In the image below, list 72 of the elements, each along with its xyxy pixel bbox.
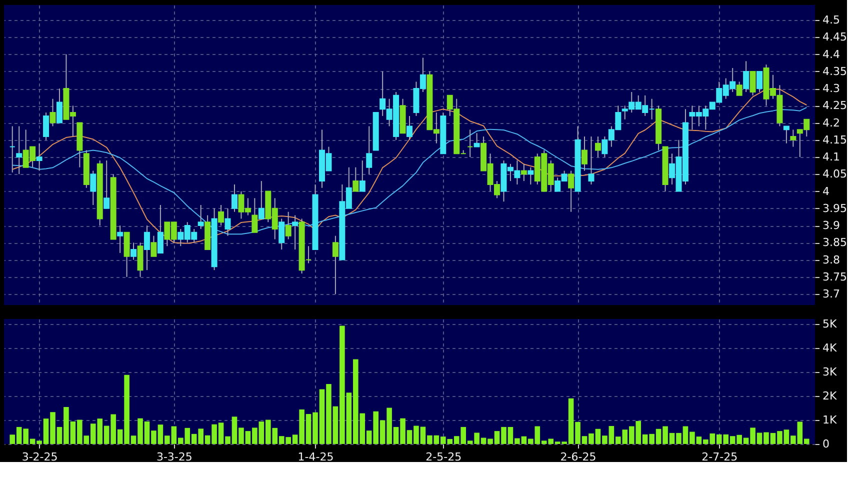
y-tick-label: 4.45: [822, 30, 847, 44]
candlestick: [198, 204, 204, 230]
candlestick: [352, 166, 359, 192]
candlestick: [124, 232, 130, 278]
candlestick: [157, 204, 164, 254]
candlestick: [736, 81, 742, 96]
candlestick: [783, 126, 790, 144]
x-tick-label: 3-2-25: [22, 450, 58, 464]
candlestick: [9, 126, 16, 173]
y-tick-label: 2K: [822, 390, 838, 403]
candlestick: [130, 242, 137, 260]
candlestick: [594, 136, 601, 158]
candlestick: [218, 204, 224, 226]
y-tick-label: 4: [822, 184, 830, 198]
candlestick: [285, 211, 292, 240]
candlestick: [750, 70, 756, 96]
y-tick-label: 4K: [822, 342, 838, 355]
candlestick: [252, 198, 258, 233]
y-tick-label: 3.8: [822, 253, 840, 266]
y-tick-label: 4.15: [822, 133, 847, 146]
candlestick: [582, 136, 588, 172]
candlestick: [43, 112, 50, 140]
candlestick: [50, 98, 56, 127]
candlestick: [474, 132, 480, 148]
candlestick: [278, 218, 285, 250]
candlestick: [756, 70, 763, 92]
y-tick-label: 3.7: [822, 288, 840, 301]
candlestick: [332, 235, 338, 295]
candlestick: [520, 163, 527, 182]
candlestick: [258, 180, 264, 220]
candlestick: [104, 160, 110, 209]
x-tick-label: 3-3-25: [156, 450, 192, 464]
x-tick-label: 2-7-25: [702, 450, 738, 464]
y-tick-label: 4.3: [822, 82, 840, 96]
candlestick: [16, 126, 22, 175]
y-tick-label: 4.35: [822, 64, 847, 78]
candlestick: [366, 126, 372, 175]
candlestick: [90, 170, 96, 206]
candlestick: [406, 115, 412, 140]
y-tick-label: 4.1: [822, 150, 840, 164]
candlestick: [231, 184, 238, 212]
y-tick-label: 4.25: [822, 99, 847, 112]
candlestick: [224, 208, 231, 236]
candlestick: [359, 160, 366, 192]
y-tick-label: 3.75: [822, 270, 847, 284]
x-tick-label: 2-6-25: [560, 450, 596, 464]
y-tick-label: 4.05: [822, 168, 847, 181]
x-tick-label: 2-5-25: [426, 450, 462, 464]
candlestick: [137, 242, 144, 278]
y-tick-label: 3.9: [822, 219, 840, 232]
candlestick: [568, 170, 574, 212]
y-tick-label: 1K: [822, 414, 838, 427]
y-tick-label: 3.95: [822, 202, 847, 215]
y-tick-label: 4.2: [822, 116, 840, 130]
candlestick: [588, 136, 594, 185]
candlestick: [467, 129, 474, 158]
candlestick: [743, 60, 750, 92]
candlestick: [790, 129, 796, 148]
candlestick: [292, 214, 298, 250]
y-tick-label: 4.5: [822, 14, 840, 27]
y-tick-label: 4.4: [822, 48, 840, 61]
candlestick: [144, 225, 150, 271]
y-tick-label: 3.85: [822, 236, 847, 250]
x-tick-label: 1-4-25: [298, 450, 334, 464]
candlestick: [117, 225, 124, 254]
candlestick: [56, 88, 62, 124]
candlestick: [36, 142, 42, 172]
y-tick-label: 3K: [822, 366, 838, 379]
candlestick: [528, 166, 534, 185]
y-tick-label: 0: [822, 438, 830, 450]
y-tick-label: 5K: [822, 318, 838, 331]
candlestick: [150, 235, 157, 257]
